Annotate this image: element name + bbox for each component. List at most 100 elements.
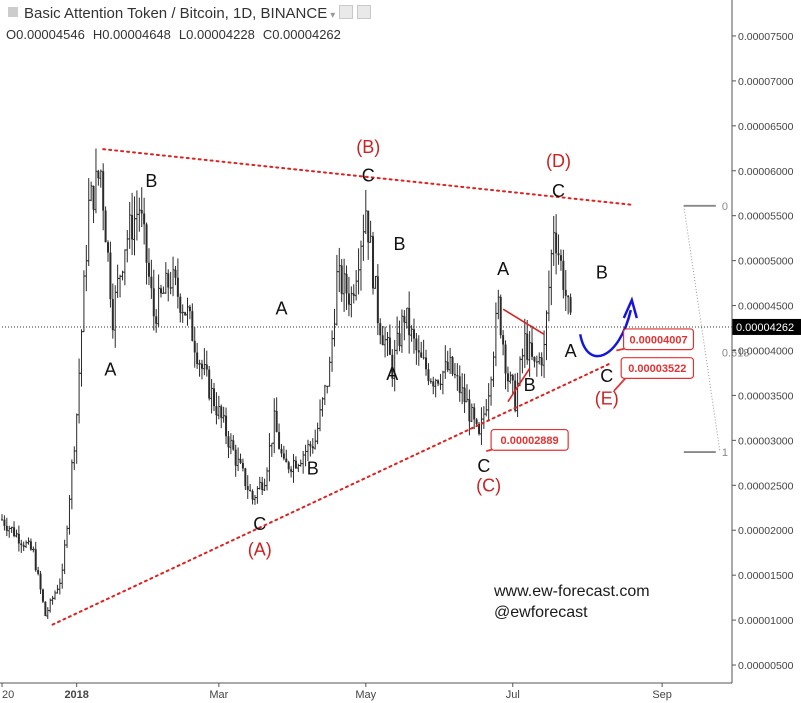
candle-body — [169, 287, 172, 289]
candle-body — [131, 215, 134, 240]
candle-body — [143, 213, 146, 225]
candle-body — [196, 352, 199, 365]
candle-body — [456, 375, 459, 377]
wave-label: C — [362, 166, 375, 186]
candle-body — [311, 446, 314, 449]
y-tick-label: 0.00002000 — [738, 525, 794, 537]
candle-body — [147, 262, 150, 277]
candle-body — [20, 543, 23, 546]
y-tick-label: 0.00007000 — [738, 76, 794, 88]
candle-body — [249, 489, 252, 492]
wave-label: B — [145, 171, 157, 191]
candle-body — [220, 406, 223, 418]
candle-body — [562, 260, 565, 290]
callout-box — [490, 428, 569, 451]
candle-body — [412, 329, 415, 339]
x-axis[interactable]: 20 2018 Mar May Jul Sep — [0, 682, 732, 701]
candle-body — [564, 289, 567, 296]
candle-body — [184, 312, 187, 315]
y-tick-label: 0.00005000 — [738, 256, 794, 268]
candle-body — [379, 323, 382, 336]
candle-body — [403, 316, 406, 323]
candle-body — [309, 444, 312, 447]
candle-body — [261, 482, 264, 490]
candle-body — [102, 171, 105, 211]
candle-body — [176, 277, 179, 297]
ohlc-low: L0.00004228 — [178, 27, 255, 42]
candle-body — [475, 419, 478, 424]
candle-body — [92, 186, 95, 210]
settings-icon[interactable] — [339, 5, 354, 19]
current-price-tag — [732, 318, 801, 335]
x-tick-label: May — [355, 689, 376, 701]
projection-arrowhead — [622, 296, 639, 319]
callouts-layer: 0.00004007 0.00003522 0.00002889 — [486, 328, 695, 453]
wave-label: B — [394, 234, 406, 254]
watermark: www.ew-forecast.com @ewforecast — [494, 581, 650, 623]
candle-body — [376, 276, 379, 324]
wave-label: A — [497, 259, 509, 279]
candle-body — [275, 410, 278, 433]
candle-body — [104, 210, 107, 243]
candle-body — [533, 356, 536, 362]
candle-body — [41, 589, 44, 602]
candle-body — [234, 449, 237, 466]
wave-label: C — [600, 366, 613, 386]
y-tick-label: 0.00006500 — [738, 121, 794, 133]
trendline-lower — [51, 362, 611, 626]
chevron-down-icon[interactable]: ▾ — [330, 10, 336, 21]
wave-label: A — [386, 364, 398, 384]
candle-body — [200, 363, 203, 369]
candle-body — [453, 374, 456, 376]
y-tick-label: 0.00004500 — [738, 301, 794, 313]
chart-title: Basic Attention Token / Bitcoin, 1D, BIN… — [24, 5, 328, 22]
fib-level-label: 0.618 — [722, 347, 750, 359]
wedge-lower-line — [507, 368, 531, 403]
callout-value: 0.00003522 — [628, 363, 686, 375]
candle-body — [37, 570, 40, 574]
x-tick-label: Mar — [209, 689, 228, 701]
candle-body — [326, 385, 329, 387]
wave-label: (C) — [476, 476, 501, 496]
candle-body — [345, 273, 348, 294]
candle-body — [451, 357, 454, 375]
candle-body — [427, 369, 430, 381]
candle-body — [282, 453, 285, 459]
y-tick-label: 0.00003000 — [738, 435, 794, 447]
candle-body — [97, 171, 100, 179]
candle-body — [179, 296, 182, 313]
candle-body — [408, 308, 411, 336]
candle-body — [188, 306, 191, 312]
candle-body — [557, 253, 560, 256]
candle-body — [241, 462, 244, 469]
candle-body — [511, 375, 514, 381]
y-tick-label: 0.00000500 — [738, 660, 794, 672]
candle-body — [422, 357, 425, 359]
candle-body — [432, 381, 435, 387]
candle-body — [425, 357, 428, 370]
compare-icon[interactable] — [357, 5, 372, 19]
ohlc-close: C0.00004262 — [262, 27, 341, 42]
y-axis[interactable]: 0.00007500 0.00007000 0.00006500 0.00006000… — [731, 0, 794, 683]
candle-body — [225, 415, 228, 437]
candle-body — [514, 380, 517, 411]
candle-body — [232, 440, 235, 450]
symbol-icon — [8, 7, 18, 17]
wave-label: A — [275, 299, 287, 319]
wave-label: B — [596, 263, 608, 283]
callout-box — [620, 357, 695, 379]
candle-body — [506, 373, 509, 382]
candle-body — [429, 380, 432, 382]
candle-body — [381, 335, 384, 345]
fib-level-label: 0 — [722, 201, 728, 213]
candle-body — [504, 344, 507, 374]
wedge-upper-line — [502, 308, 545, 335]
candle-body — [294, 460, 297, 469]
y-tick-label: 0.00005500 — [738, 211, 794, 223]
candle-body — [244, 468, 247, 487]
candle-body — [559, 255, 562, 261]
ohlc-high: H0.00004648 — [92, 27, 171, 42]
candle-body — [478, 423, 481, 434]
candle-body — [1, 519, 3, 521]
